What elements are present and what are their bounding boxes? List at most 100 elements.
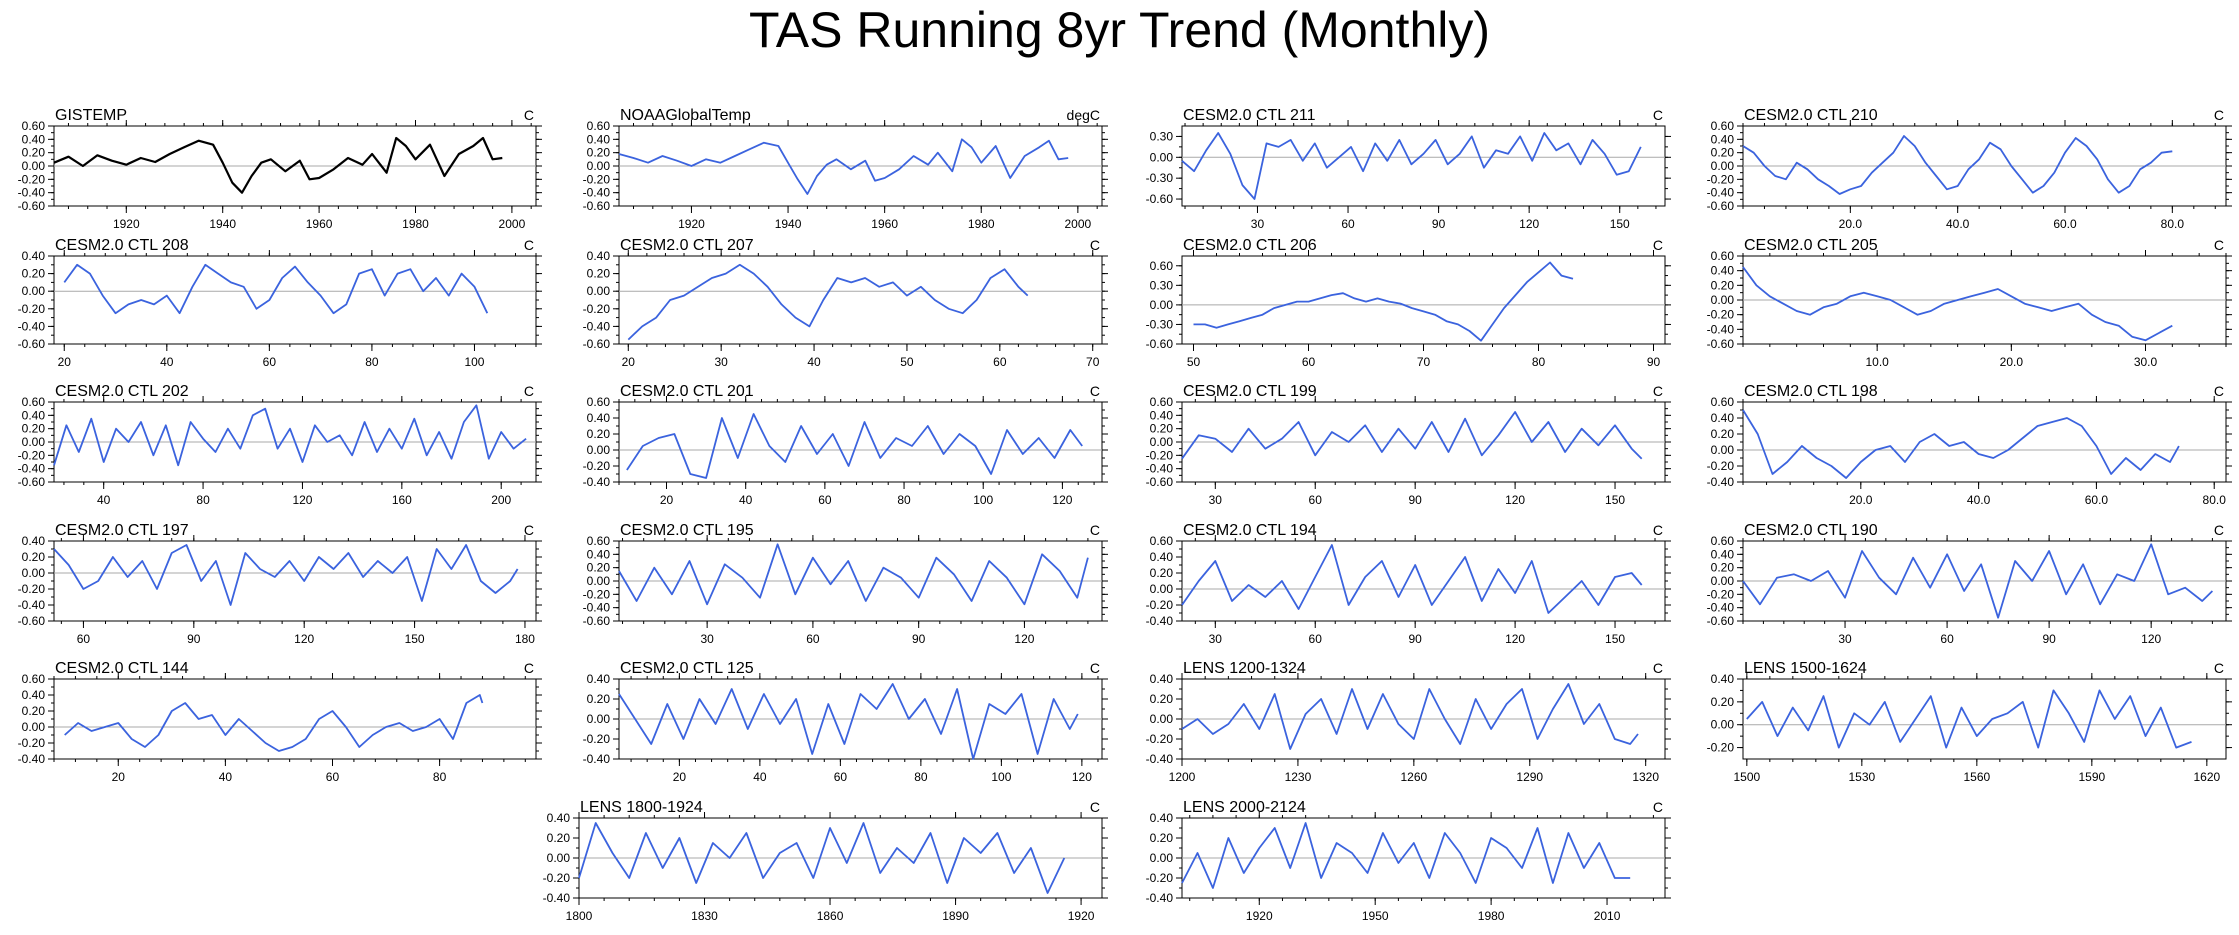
y-tick-label: 0.00 [1711,718,1735,732]
panel-title: GISTEMP [55,107,127,124]
y-tick-label: -0.20 [1146,871,1174,885]
panel-title: CESM2.0 CTL 199 [1183,383,1317,400]
y-tick-label: -0.60 [1707,337,1735,351]
series-line [1181,683,1639,750]
x-tick-label: 60 [818,493,832,507]
series-line [1742,266,2173,342]
x-tick-label: 1500 [1733,770,1760,784]
y-tick-label: 0.00 [1150,712,1174,726]
y-tick-label: -0.20 [1707,308,1735,322]
y-tick-label: -0.40 [1146,614,1174,628]
y-tick-label: 0.60 [587,119,611,133]
y-tick-label: -0.40 [1146,462,1174,476]
y-tick-label: -0.40 [583,475,611,489]
x-tick-label: 60.0 [2053,217,2077,231]
x-tick-label: 40 [753,770,767,784]
y-tick-label: 0.30 [1150,129,1174,143]
x-tick-label: 120 [2141,632,2161,646]
x-tick-label: 40.0 [1946,217,1970,231]
series-line [1746,689,2192,749]
panel-units: C [2214,237,2224,253]
series-line [53,404,527,467]
y-tick-label: -0.20 [1707,459,1735,473]
panel-frame [618,401,1103,483]
y-tick-label: -0.40 [1707,601,1735,615]
x-tick-label: 90 [187,632,201,646]
panel-units: C [2214,383,2224,399]
x-tick-label: 30 [1251,217,1265,231]
x-tick-label: 30 [700,632,714,646]
y-tick-label: 0.20 [1711,146,1735,160]
series-line [618,543,1089,606]
panel-14: CESM2.0 CTL 194 C -0.40 -0.20 0.00 0.20 0.40 0.… [1146,522,1671,646]
panel-units: C [524,107,534,123]
panel-units: C [524,237,534,253]
x-tick-label: 10.0 [1865,355,1889,369]
x-tick-label: 90 [1647,355,1661,369]
panel-title: CESM2.0 CTL 205 [1744,237,1878,254]
y-tick-label: -0.40 [543,891,571,905]
panel-title: CESM2.0 CTL 201 [620,383,754,400]
x-tick-label: 50 [900,355,914,369]
y-tick-label: 0.40 [587,132,611,146]
series-line [1181,411,1643,460]
x-tick-label: 60 [806,632,820,646]
x-tick-label: 60 [1940,632,1954,646]
y-tick-label: 0.20 [1711,278,1735,292]
panel-title: LENS 1500-1624 [1744,660,1867,677]
x-tick-label: 60 [263,355,277,369]
x-tick-label: 1940 [209,217,236,231]
y-tick-label: 0.60 [587,395,611,409]
x-tick-label: 90 [1432,217,1446,231]
x-tick-label: 20 [112,770,126,784]
series-line [53,544,519,606]
y-tick-label: 0.40 [587,249,611,263]
y-tick-label: -0.60 [1146,192,1174,206]
x-tick-label: 160 [392,493,412,507]
x-tick-label: 60 [993,355,1007,369]
panel-units: C [1090,799,1100,815]
x-tick-label: 1960 [871,217,898,231]
panel-title: LENS 2000-2124 [1183,799,1306,816]
series-line [618,683,1079,760]
panel-units: C [2214,660,2224,676]
y-tick-label: -0.20 [1146,732,1174,746]
panel-units: C [524,383,534,399]
x-tick-label: 1980 [968,217,995,231]
x-tick-label: 1200 [1169,770,1196,784]
x-tick-label: 20.0 [1839,217,1863,231]
y-tick-label: 0.20 [587,146,611,160]
y-tick-label: 0.40 [1150,550,1174,564]
panel-18: LENS 1200-1324 C -0.40 -0.20 0.00 0.20 0.40 120… [1146,660,1671,784]
y-tick-label: 0.20 [1711,561,1735,575]
panel-units: C [2214,107,2224,123]
y-tick-label: -0.60 [1146,475,1174,489]
x-tick-label: 60 [326,770,340,784]
x-tick-label: 60 [1341,217,1355,231]
x-tick-label: 1920 [113,217,140,231]
y-tick-label: -0.20 [18,582,46,596]
y-tick-label: -0.20 [1707,587,1735,601]
panel-title: CESM2.0 CTL 195 [620,522,754,539]
y-tick-label: -0.40 [18,186,46,200]
x-tick-label: 80.0 [2203,493,2227,507]
panel-units: C [1090,660,1100,676]
y-tick-label: 0.20 [22,422,46,436]
panel-title: CESM2.0 CTL 210 [1744,107,1878,124]
series-line [627,263,1029,341]
panel-units: C [1090,522,1100,538]
x-tick-label: 180 [515,632,535,646]
y-tick-label: 0.20 [22,267,46,281]
x-tick-label: 30 [1209,493,1223,507]
y-tick-label: 0.00 [1711,574,1735,588]
panel-17: CESM2.0 CTL 125 C -0.40 -0.20 0.00 0.20 0.40 20… [583,660,1108,784]
y-tick-label: 0.60 [1711,119,1735,133]
y-tick-label: -0.40 [583,601,611,615]
x-tick-label: 40.0 [1967,493,1991,507]
panel-title: CESM2.0 CTL 190 [1744,522,1878,539]
y-tick-label: 0.00 [1711,159,1735,173]
series-line [1742,543,2214,619]
x-tick-label: 30 [1209,632,1223,646]
y-tick-label: 0.00 [22,566,46,580]
y-tick-label: 0.40 [1711,264,1735,278]
